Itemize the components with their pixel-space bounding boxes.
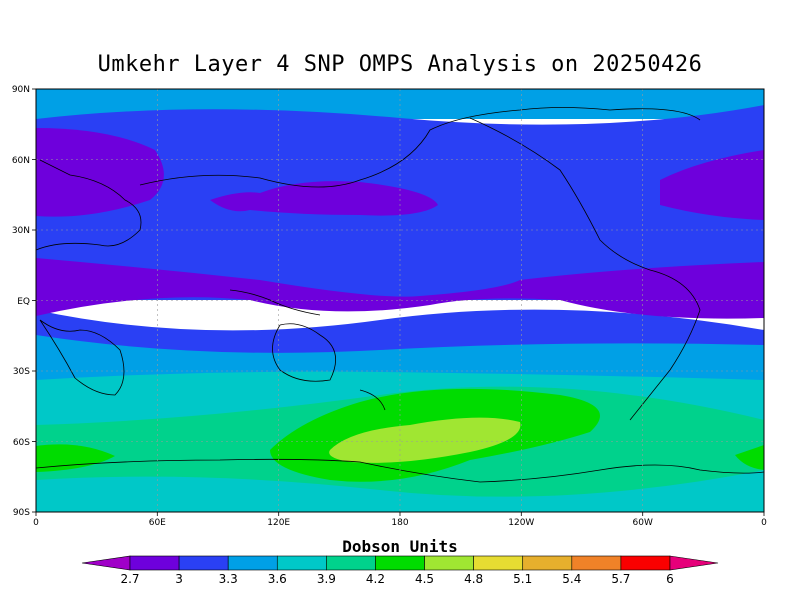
lat-label-90s: 90S: [13, 508, 30, 518]
map-title: Umkehr Layer 4 SNP OMPS Analysis on 2025…: [97, 52, 703, 77]
colorbar-tick-label: 3: [175, 572, 183, 586]
graticule: [36, 89, 764, 512]
colorbar-swatch: [129, 555, 180, 571]
lat-label-90n: 90N: [12, 85, 30, 95]
eurasia-low: [36, 128, 164, 217]
lat-label-60s: 60S: [13, 438, 30, 448]
equatorial-low: [36, 258, 764, 319]
lon-label-120e: 120E: [267, 518, 290, 528]
lat-label-30n: 30N: [12, 226, 30, 236]
colorbar-swatch: [522, 555, 573, 571]
colorbar-min-arrow: [81, 555, 131, 571]
colorbar-tick-label: 4.5: [415, 572, 434, 586]
lat-label-60n: 60N: [12, 156, 30, 166]
lon-label-60w: 60W: [633, 518, 653, 528]
lon-label-120w: 120W: [508, 518, 534, 528]
colorbar-tick-label: 6: [666, 572, 674, 586]
lon-label-180: 180: [391, 518, 408, 528]
colorbar-tick-label: 5.1: [513, 572, 532, 586]
colorbar-tick-label: 3.6: [268, 572, 287, 586]
colorbar-tick-label: 5.7: [611, 572, 630, 586]
colorbar-tick-label: 3.3: [219, 572, 238, 586]
colorbar-swatch: [227, 555, 278, 571]
lat-label-30s: 30S: [13, 367, 30, 377]
coastlines: [36, 107, 764, 483]
colorbar-swatch: [620, 555, 671, 571]
lon-label-60e: 60E: [149, 518, 166, 528]
lon-label-0-east: 0: [761, 518, 767, 528]
lon-labels: 0 60E 120E 180 120W 60W 0: [33, 518, 767, 528]
colorbar-swatch: [424, 555, 474, 571]
colorbar-swatch: [473, 555, 524, 571]
colorbar-swatch: [571, 555, 622, 571]
colorbar-tick-label: 4.8: [464, 572, 483, 586]
colorbar-title: Dobson Units: [342, 537, 458, 556]
atlantic-low: [660, 150, 764, 220]
colorbar-tick-label: 3.9: [317, 572, 336, 586]
colorbar: 2.7 3 3.3 3.6 3.9 4.2 4.5 4.8 5.1 5.4 5.7 6: [81, 555, 719, 586]
lat-labels: 90N 60N 30N EQ 30S 60S 90S: [12, 85, 30, 518]
pacific-low: [210, 181, 438, 216]
south-pacific-core: [329, 417, 521, 463]
tick-marks: [32, 88, 765, 516]
colorbar-swatch: [276, 555, 327, 571]
colorbar-swatch: [178, 555, 229, 571]
colorbar-swatch: [375, 555, 425, 571]
lat-label-eq: EQ: [17, 297, 30, 307]
lon-label-0: 0: [33, 518, 39, 528]
colorbar-tick-label: 5.4: [562, 572, 581, 586]
colorbar-max-arrow: [669, 555, 719, 571]
colorbar-tick-label: 2.7: [120, 572, 139, 586]
colorbar-swatch: [326, 555, 376, 571]
colorbar-tick-label: 4.2: [366, 572, 385, 586]
